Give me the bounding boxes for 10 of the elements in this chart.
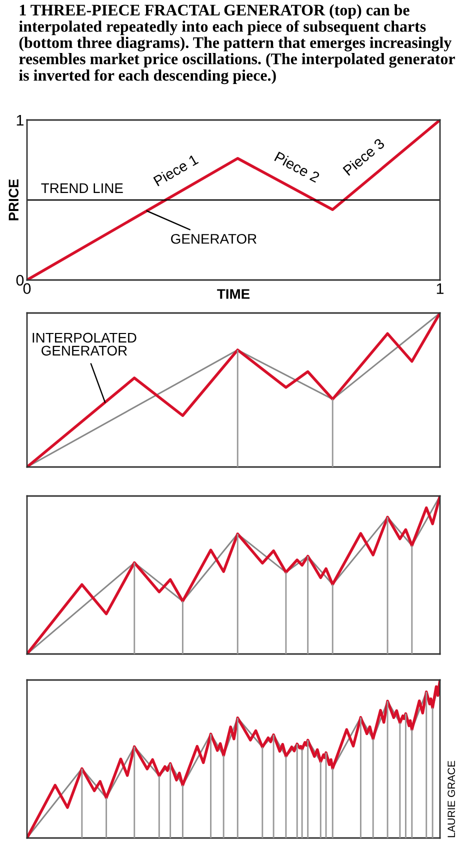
annotation: Piece 2 (274, 151, 320, 183)
text: LAURIE GRACE (448, 760, 456, 838)
chart-title: 1 THREE-PIECE FRACTAL GENERATOR (top) can be interpolated repeatedly into each piece of subsequent charts (bottom three diagrams). The pattern that emerges increasingly resembles market price oscillations. (The interpolated generator is inverted for each descending piece.) (19, 4, 455, 84)
line-series (27, 120, 440, 280)
annotation: INTERPOLATED GENERATOR (32, 332, 136, 356)
annotation: Piece 1 (152, 154, 199, 186)
annotation: GENERATOR (171, 234, 256, 244)
y-axis-title: PRICE (8, 179, 19, 220)
ref-line-label: TREND LINE (41, 183, 123, 193)
x-axis-title: TIME (217, 289, 250, 299)
